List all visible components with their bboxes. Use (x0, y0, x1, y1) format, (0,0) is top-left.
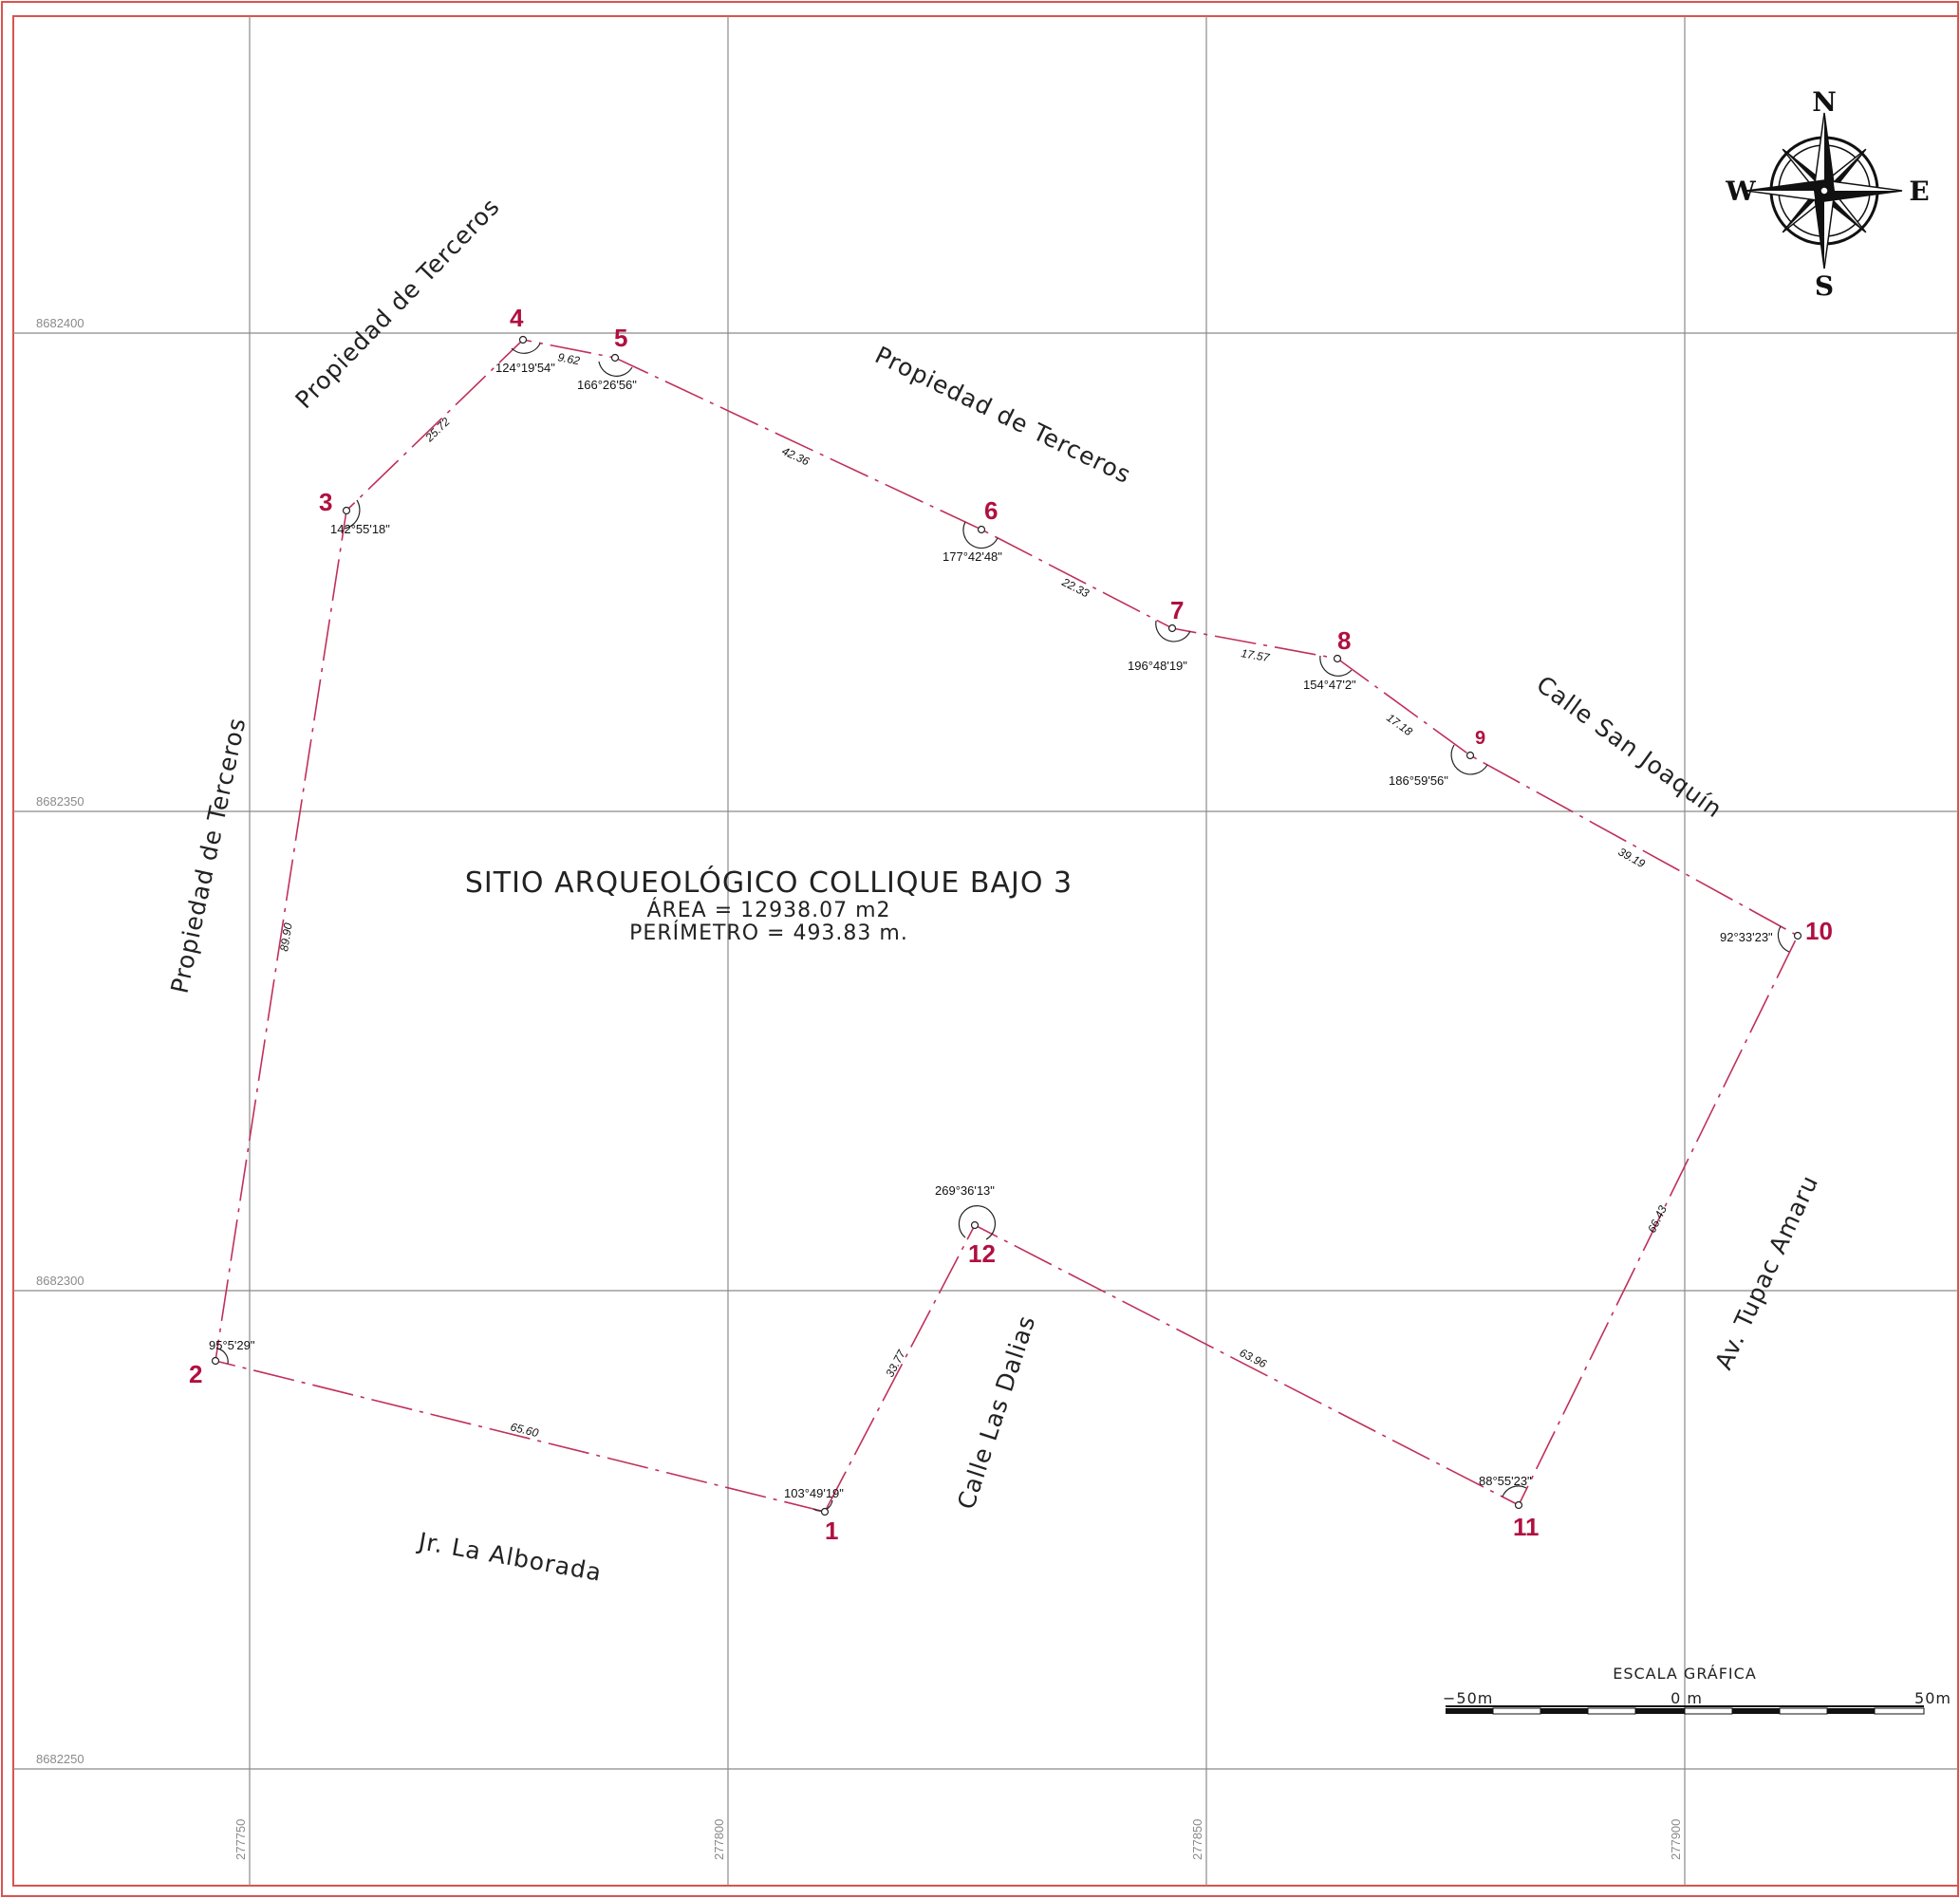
site-area: ÁREA = 12938.07 m2 (646, 898, 890, 922)
distance-label: 17.18 (1384, 711, 1415, 738)
compass-rose: N S E W (1725, 86, 1929, 302)
angle-label: 88°55'23" (1479, 1474, 1532, 1488)
map-frame (12, 15, 1959, 1887)
distance-label: 33.77 (883, 1347, 908, 1379)
street-label-la-alborada: Jr. La Alborada (415, 1527, 604, 1587)
compass-n: N (1812, 86, 1837, 118)
easting-label: 277850 (1190, 1819, 1204, 1860)
vertex-marker (610, 353, 620, 363)
vertex-marker (211, 1356, 220, 1366)
vertex-label: 9 (1475, 728, 1485, 749)
vertex-label: 1 (825, 1517, 838, 1545)
compass-center (1820, 186, 1829, 195)
easting-label: 277750 (233, 1819, 248, 1860)
angle-label: 269°36'13" (935, 1183, 995, 1198)
northing-label: 8682350 (36, 794, 84, 809)
angle-label: 186°59'56" (1389, 773, 1448, 788)
vertex-marker (970, 1220, 980, 1230)
site-perimeter: PERÍMETRO = 493.83 m. (629, 921, 908, 945)
distance-label: 9.62 (556, 350, 581, 367)
scale-segments (1446, 1707, 1925, 1715)
angle-label: 154°47'2" (1303, 678, 1356, 692)
angle-label: 124°19'54" (495, 361, 555, 375)
angle-label: 177°42'48" (943, 549, 1002, 564)
site-title-block: SITIO ARQUEOLÓGICO COLLIQUE BAJO 3 ÁREA … (465, 865, 1073, 945)
vertex-label: 10 (1805, 917, 1833, 945)
street-label-san-joaquin: Calle San Joaquín (1531, 670, 1727, 823)
vertex-markers (211, 335, 1802, 1517)
angle-arc (344, 499, 361, 530)
angle-label: 142°55'18" (330, 522, 390, 536)
northing-label: 8682400 (36, 316, 84, 330)
distance-label: 39.19 (1616, 845, 1648, 870)
angle-arc (216, 1348, 229, 1365)
street-label-tupac-amaru: Av. Tupac Amaru (1709, 1171, 1823, 1374)
scale-bar: ESCALA GRÁFICA −50m 0 m 50m (1443, 1665, 1951, 1715)
vertex-labels: 1 2 3 4 5 6 7 8 9 10 11 12 (189, 304, 1833, 1545)
angle-arc (1777, 925, 1790, 953)
vertex-label: 5 (614, 324, 627, 352)
angle-label: 166°26'56" (577, 378, 637, 392)
angle-arc (1319, 655, 1353, 677)
angle-arc (511, 343, 541, 354)
vertex-marker (820, 1507, 830, 1517)
street-label-terceros-w: Propiedad de Terceros (166, 715, 252, 996)
vertex-label: 11 (1513, 1513, 1540, 1541)
angle-label: 196°48'19" (1128, 659, 1187, 673)
angle-arc (598, 361, 633, 377)
angle-arc (958, 1205, 996, 1240)
angle-labels: 103°49'19" 95°5'29" 142°55'18" 124°19'54… (209, 361, 1773, 1500)
angle-arc (962, 521, 999, 549)
distance-label: 25.72 (422, 415, 453, 445)
compass-s: S (1815, 270, 1834, 302)
vertex-label: 8 (1337, 626, 1351, 655)
street-label-terceros-n: Propiedad de Terceros (870, 341, 1135, 489)
grid: 8682400 8682350 8682300 8682250 277750 2… (13, 16, 1958, 1886)
vertex-marker (1514, 1500, 1523, 1510)
easting-label: 277800 (712, 1819, 726, 1860)
vertex-label: 2 (189, 1360, 202, 1388)
vertex-marker (1465, 751, 1475, 760)
distance-label: 17.57 (1240, 646, 1271, 664)
distance-label: 66.43 (1645, 1203, 1670, 1235)
compass-e: E (1909, 176, 1929, 207)
vertex-label: 7 (1170, 596, 1184, 624)
site-title: SITIO ARQUEOLÓGICO COLLIQUE BAJO 3 (465, 865, 1073, 900)
angle-label: 103°49'19" (784, 1486, 844, 1500)
distance-label: 63.96 (1238, 1346, 1269, 1370)
vertex-label: 4 (510, 304, 524, 332)
angle-label: 95°5'29" (209, 1338, 255, 1352)
northing-label: 8682300 (36, 1274, 84, 1288)
vertex-label: 12 (968, 1239, 996, 1268)
vertex-marker (977, 525, 986, 534)
vertex-marker (1167, 623, 1177, 633)
angle-arc (1502, 1485, 1527, 1498)
angle-arc (1450, 744, 1488, 775)
street-label-las-dalias: Calle Las Dalias (952, 1312, 1040, 1513)
distance-label: 89.90 (277, 921, 295, 952)
scale-left-label: −50m (1443, 1689, 1493, 1707)
northing-label: 8682250 (36, 1752, 84, 1766)
scale-center-label: 0 m (1671, 1689, 1703, 1707)
street-label-terceros-nw: Propiedad de Terceros (289, 193, 505, 414)
vertex-marker (342, 506, 351, 515)
scale-title: ESCALA GRÁFICA (1613, 1665, 1757, 1683)
vertex-marker (1333, 654, 1342, 663)
vertex-marker (1793, 931, 1802, 940)
scale-right-label: 50m (1914, 1689, 1951, 1707)
vertex-label: 6 (984, 496, 998, 525)
vertex-marker (518, 335, 528, 344)
compass-w: W (1725, 176, 1756, 207)
angle-arc (1155, 620, 1191, 642)
angle-arcs (216, 343, 1790, 1512)
easting-label: 277900 (1669, 1819, 1683, 1860)
angle-label: 92°33'23" (1720, 930, 1773, 944)
vertex-label: 3 (319, 488, 332, 516)
